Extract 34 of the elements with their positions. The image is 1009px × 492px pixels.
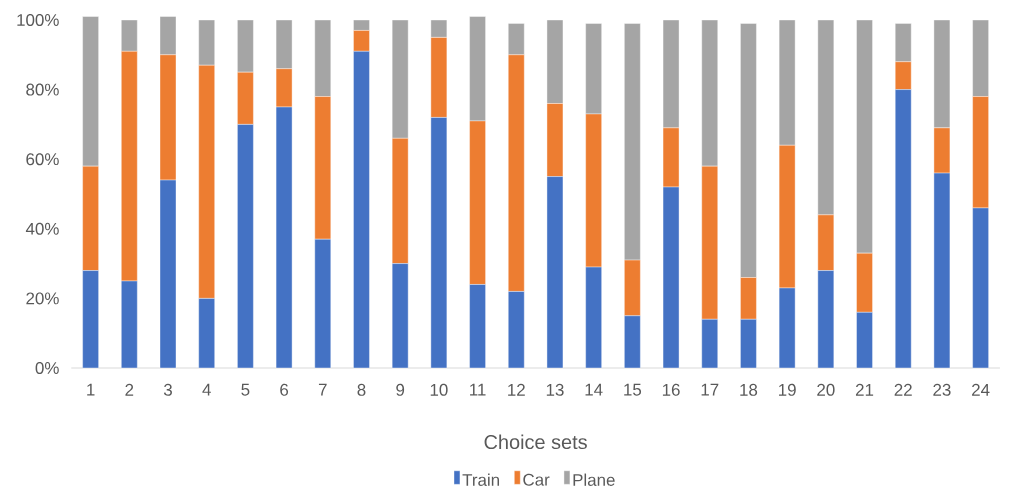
y-tick-label: 60% bbox=[26, 153, 59, 166]
x-tick-label: 10 bbox=[430, 383, 448, 396]
x-tick-label: 6 bbox=[280, 383, 289, 396]
x-tick-label: 2 bbox=[125, 383, 134, 396]
x-tick-label: 24 bbox=[972, 383, 990, 396]
x-tick-label: 14 bbox=[585, 383, 603, 396]
y-tick-label: 20% bbox=[26, 292, 59, 305]
x-tick-label: 12 bbox=[508, 383, 525, 396]
x-tick-label: 1 bbox=[87, 383, 95, 396]
x-tick-label: 11 bbox=[470, 383, 486, 396]
x-tick-label: 13 bbox=[546, 383, 564, 396]
x-tick-label: 5 bbox=[241, 383, 250, 396]
x-tick-label: 17 bbox=[701, 383, 719, 396]
x-axis-title: Choice sets bbox=[484, 434, 587, 450]
legend-label: Plane bbox=[573, 473, 615, 486]
x-tick-label: 9 bbox=[396, 383, 405, 396]
x-tick-label: 3 bbox=[163, 383, 172, 396]
x-tick-label: 23 bbox=[933, 383, 951, 396]
x-tick-label: 16 bbox=[662, 383, 680, 396]
y-tick-label: 0% bbox=[35, 361, 59, 374]
y-tick-label: 100% bbox=[17, 13, 59, 26]
x-tick-label: 15 bbox=[624, 383, 642, 396]
y-tick-label: 80% bbox=[26, 83, 59, 96]
x-tick-label: 4 bbox=[202, 383, 211, 396]
x-tick-label: 8 bbox=[357, 383, 366, 396]
x-tick-label: 22 bbox=[894, 383, 912, 396]
legend-label: Train bbox=[462, 473, 500, 486]
legend-label: Car bbox=[523, 473, 550, 486]
y-tick-label: 40% bbox=[25, 222, 59, 235]
x-tick-label: 19 bbox=[779, 383, 796, 396]
x-tick-label: 7 bbox=[318, 383, 327, 396]
x-tick-label: 21 bbox=[855, 383, 874, 396]
x-tick-label: 18 bbox=[740, 383, 758, 396]
x-tick-label: 20 bbox=[817, 383, 835, 396]
